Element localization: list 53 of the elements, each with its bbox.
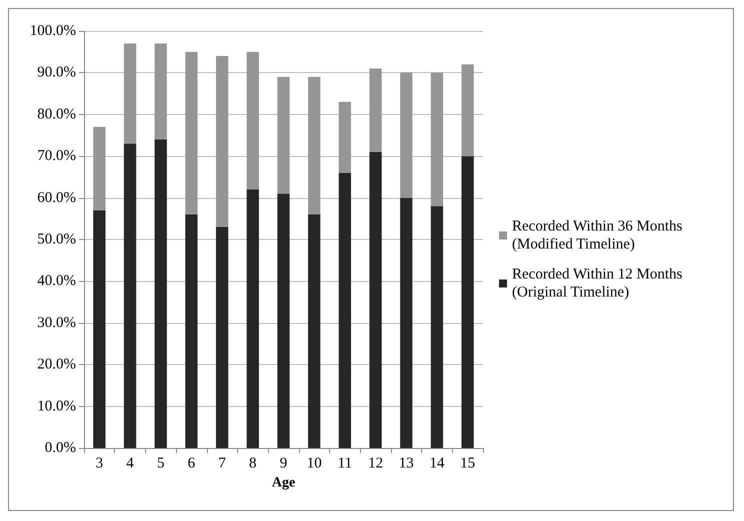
bar <box>185 214 198 448</box>
bar <box>338 172 352 448</box>
y-tick-label: 70.0% <box>37 148 76 164</box>
bar <box>93 126 106 210</box>
y-tick-label: 20.0% <box>37 356 76 373</box>
y-tick-label: 50.0% <box>37 232 76 248</box>
legend-label: Recorded Within 36 Months (Modified Timeline) <box>512 218 686 252</box>
x-tick-label: 11 <box>338 456 352 472</box>
bar <box>462 64 474 156</box>
bar <box>277 194 290 448</box>
bar <box>277 76 290 194</box>
legend-label: Recorded Within 12 Months (Original Timeline) <box>512 266 686 300</box>
bar <box>93 210 106 448</box>
x-tick-label: 12 <box>368 456 384 472</box>
bar <box>369 152 382 448</box>
bar <box>246 52 259 190</box>
bar <box>430 72 444 206</box>
bar <box>216 226 228 448</box>
x-tick-label: 3 <box>96 456 104 472</box>
y-tick-label: 10.0% <box>37 398 76 414</box>
bar <box>462 156 474 448</box>
y-tick-label: 0.0% <box>44 440 76 456</box>
y-tick-label: 100.0% <box>30 23 76 39</box>
x-tick-label: 10 <box>306 456 322 472</box>
bar <box>308 214 320 448</box>
bar <box>185 52 198 214</box>
bar <box>430 206 444 448</box>
bar <box>400 198 412 448</box>
bar <box>124 44 136 144</box>
bar <box>338 102 352 173</box>
x-tick-label: 7 <box>218 456 226 472</box>
y-tick-label: 80.0% <box>37 106 76 122</box>
x-tick-label: 15 <box>460 456 476 472</box>
bar <box>154 44 167 140</box>
y-tick-label: 30.0% <box>37 314 76 331</box>
x-axis-title: Age <box>272 476 296 490</box>
bar <box>124 144 136 448</box>
y-tick-label: 90.0% <box>37 64 76 81</box>
bar <box>369 68 382 152</box>
x-tick-label: 6 <box>188 456 196 472</box>
y-tick-label: 60.0% <box>37 190 76 206</box>
bar <box>400 72 412 198</box>
x-tick-label: 14 <box>429 456 445 472</box>
x-tick-label: 5 <box>156 456 164 472</box>
bar <box>308 76 320 214</box>
bar <box>246 189 259 448</box>
bar <box>154 139 167 448</box>
x-tick-label: 4 <box>126 456 134 472</box>
bar <box>216 56 228 227</box>
x-tick-label: 13 <box>398 456 414 472</box>
y-tick-label: 40.0% <box>37 273 76 290</box>
x-tick-label: 9 <box>280 456 288 472</box>
x-tick-label: 8 <box>249 456 257 472</box>
